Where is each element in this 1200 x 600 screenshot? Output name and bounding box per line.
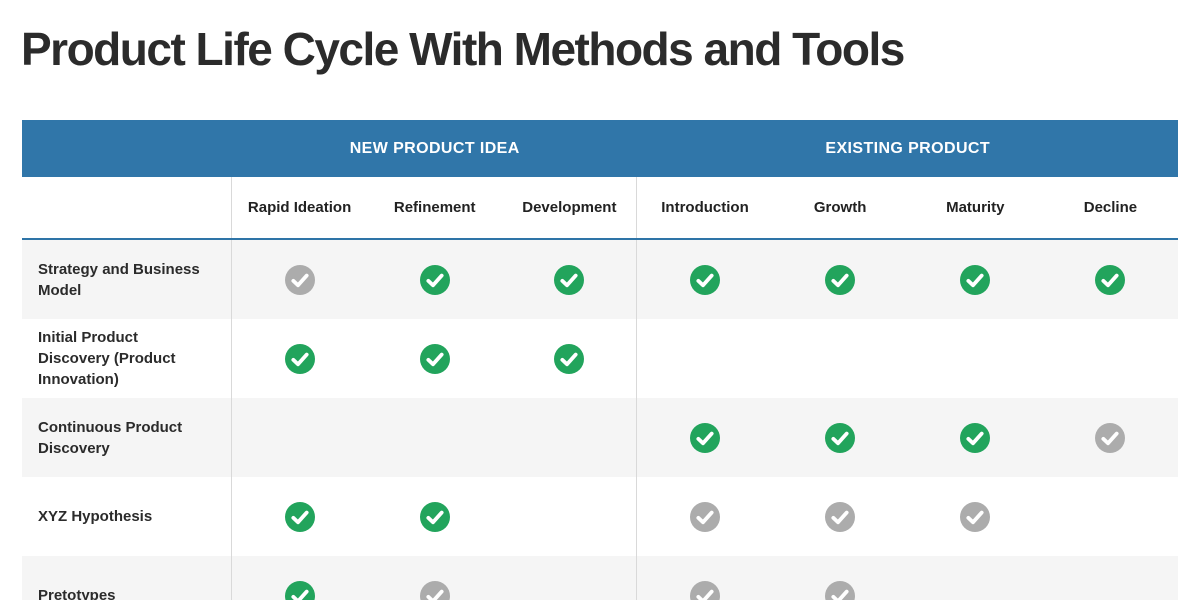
table-group-header: NEW PRODUCT IDEA EXISTING PRODUCT bbox=[22, 120, 1178, 177]
check-cell bbox=[232, 319, 367, 398]
check-cell bbox=[232, 556, 367, 600]
check-cell bbox=[502, 398, 638, 477]
check-cell bbox=[637, 240, 772, 319]
column-header-introduction: Introduction bbox=[661, 199, 749, 216]
check-cell bbox=[367, 477, 502, 556]
check-circle-icon bbox=[825, 580, 856, 600]
check-cell bbox=[232, 398, 367, 477]
check-cell bbox=[502, 319, 638, 398]
check-cell bbox=[908, 398, 1043, 477]
check-cell bbox=[908, 240, 1043, 319]
product-lifecycle-table: NEW PRODUCT IDEA EXISTING PRODUCT Rapid … bbox=[22, 120, 1178, 600]
check-circle-icon bbox=[960, 422, 991, 453]
check-cell bbox=[502, 240, 638, 319]
check-circle-icon bbox=[419, 264, 450, 295]
check-circle-icon bbox=[419, 580, 450, 600]
check-circle-icon bbox=[554, 264, 585, 295]
check-cell bbox=[773, 556, 908, 600]
check-circle-icon bbox=[825, 422, 856, 453]
check-circle-icon bbox=[960, 501, 991, 532]
page-title: Product Life Cycle With Methods and Tool… bbox=[21, 23, 905, 75]
group-header-new-product-idea: NEW PRODUCT IDEA bbox=[349, 139, 520, 157]
table-row-initial-product-discovery-product-innovation: Initial Product Discovery (Product Innov… bbox=[22, 319, 1178, 398]
check-cell bbox=[367, 240, 502, 319]
column-header-spacer bbox=[22, 177, 232, 238]
check-cell bbox=[1043, 319, 1178, 398]
check-circle-icon bbox=[284, 264, 315, 295]
check-circle-icon bbox=[284, 501, 315, 532]
table-row-strategy-and-business-model: Strategy and Business Model bbox=[22, 240, 1178, 319]
check-cell bbox=[1043, 240, 1178, 319]
check-cell bbox=[773, 398, 908, 477]
check-cell bbox=[637, 398, 772, 477]
check-circle-icon bbox=[554, 343, 585, 374]
check-circle-icon bbox=[825, 264, 856, 295]
check-circle-icon bbox=[960, 264, 991, 295]
row-label: XYZ Hypothesis bbox=[22, 477, 232, 556]
check-circle-icon bbox=[689, 264, 720, 295]
table-row-xyz-hypothesis: XYZ Hypothesis bbox=[22, 477, 1178, 556]
row-label: Pretotypes bbox=[22, 556, 232, 600]
check-cell bbox=[502, 556, 638, 600]
check-cell bbox=[1043, 398, 1178, 477]
check-cell bbox=[908, 477, 1043, 556]
column-header-growth: Growth bbox=[813, 199, 867, 216]
column-header-row: Rapid Ideation Refinement Development Intro… bbox=[22, 177, 1178, 240]
check-cell bbox=[637, 556, 772, 600]
group-header-spacer bbox=[22, 120, 232, 177]
check-cell bbox=[367, 556, 502, 600]
column-header-decline: Decline bbox=[1083, 199, 1138, 216]
check-circle-icon bbox=[825, 501, 856, 532]
row-label: Strategy and Business Model bbox=[22, 240, 232, 319]
group-header-existing-product: EXISTING PRODUCT bbox=[825, 139, 991, 157]
table-row-pretotypes: Pretotypes bbox=[22, 556, 1178, 600]
check-cell bbox=[773, 477, 908, 556]
check-circle-icon bbox=[689, 501, 720, 532]
check-cell bbox=[232, 240, 367, 319]
column-header-rapid-ideation: Rapid Ideation bbox=[247, 199, 352, 216]
check-cell bbox=[502, 477, 638, 556]
check-cell bbox=[908, 319, 1043, 398]
check-cell bbox=[637, 477, 772, 556]
check-circle-icon bbox=[419, 501, 450, 532]
check-cell bbox=[908, 556, 1043, 600]
row-label: Continuous Product Discovery bbox=[22, 398, 232, 477]
column-header-maturity: Maturity bbox=[946, 199, 1005, 216]
check-cell bbox=[367, 319, 502, 398]
check-circle-icon bbox=[689, 580, 720, 600]
column-header-refinement: Refinement bbox=[393, 199, 476, 216]
column-header-development: Development bbox=[502, 177, 638, 238]
check-cell bbox=[1043, 556, 1178, 600]
check-cell bbox=[773, 240, 908, 319]
check-cell bbox=[232, 477, 367, 556]
check-circle-icon bbox=[284, 580, 315, 600]
table-row-continuous-product-discovery: Continuous Product Discovery bbox=[22, 398, 1178, 477]
table-body: Strategy and Business Model Initial Produ… bbox=[22, 240, 1178, 600]
check-circle-icon bbox=[419, 343, 450, 374]
check-cell bbox=[367, 398, 502, 477]
check-circle-icon bbox=[1095, 264, 1126, 295]
check-circle-icon bbox=[689, 422, 720, 453]
check-cell bbox=[773, 319, 908, 398]
check-circle-icon bbox=[284, 343, 315, 374]
row-label: Initial Product Discovery (Product Innov… bbox=[22, 319, 232, 398]
check-cell bbox=[1043, 477, 1178, 556]
check-circle-icon bbox=[1095, 422, 1126, 453]
check-cell bbox=[637, 319, 772, 398]
